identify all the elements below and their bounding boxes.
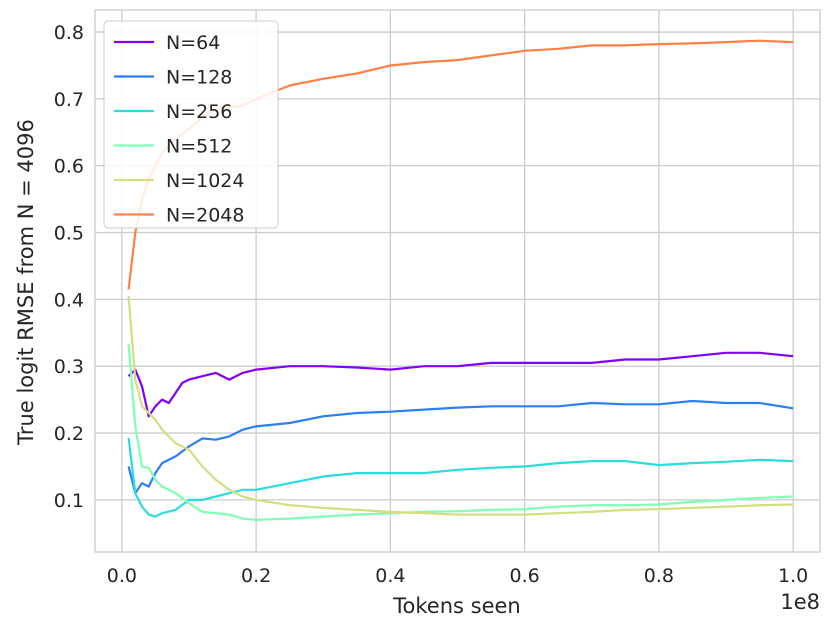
x-tick-label: 0.0 <box>107 565 137 587</box>
y-axis-label: True logit RMSE from N = 4096 <box>14 119 38 446</box>
y-tick-labels: 0.1 0.2 0.3 0.4 0.5 0.6 0.7 0.8 <box>54 22 84 512</box>
y-tick-label: 0.1 <box>54 490 84 512</box>
y-tick-label: 0.7 <box>54 89 84 111</box>
grid <box>95 10 820 552</box>
x-tick-label: 1.0 <box>778 565 808 587</box>
x-offset-label: 1e8 <box>780 590 820 614</box>
x-tick-label: 0.4 <box>375 565 405 587</box>
x-tick-label: 0.6 <box>510 565 540 587</box>
y-tick-label: 0.6 <box>54 156 84 178</box>
series-line-n-64 <box>127 351 794 418</box>
series-line-n-512 <box>127 344 794 521</box>
series-line-n-1024 <box>127 295 794 516</box>
y-tick-label: 0.3 <box>54 356 84 378</box>
y-tick-label: 0.4 <box>54 289 84 311</box>
y-tick-label: 0.2 <box>54 423 84 445</box>
legend-label: N=2048 <box>166 205 245 227</box>
legend: N=64 N=128 N=256 N=512 N=1024 N=2048 <box>103 20 279 229</box>
y-tick-label: 0.5 <box>54 223 84 245</box>
plot-frame <box>94 9 821 553</box>
x-axis-label: Tokens seen <box>392 594 520 618</box>
legend-label: N=256 <box>166 101 232 123</box>
series-line-n-128 <box>127 399 794 495</box>
series-line-n-256 <box>127 437 794 518</box>
legend-label: N=128 <box>166 67 232 89</box>
x-tick-labels: 0.0 0.2 0.4 0.6 0.8 1.0 <box>107 565 809 587</box>
legend-box <box>103 20 279 229</box>
series-lines <box>127 39 794 521</box>
x-tick-label: 0.2 <box>241 565 271 587</box>
legend-label: N=64 <box>166 32 220 54</box>
legend-label: N=512 <box>166 136 232 158</box>
y-tick-label: 0.8 <box>54 22 84 44</box>
legend-label: N=1024 <box>166 170 245 192</box>
x-tick-label: 0.8 <box>644 565 674 587</box>
